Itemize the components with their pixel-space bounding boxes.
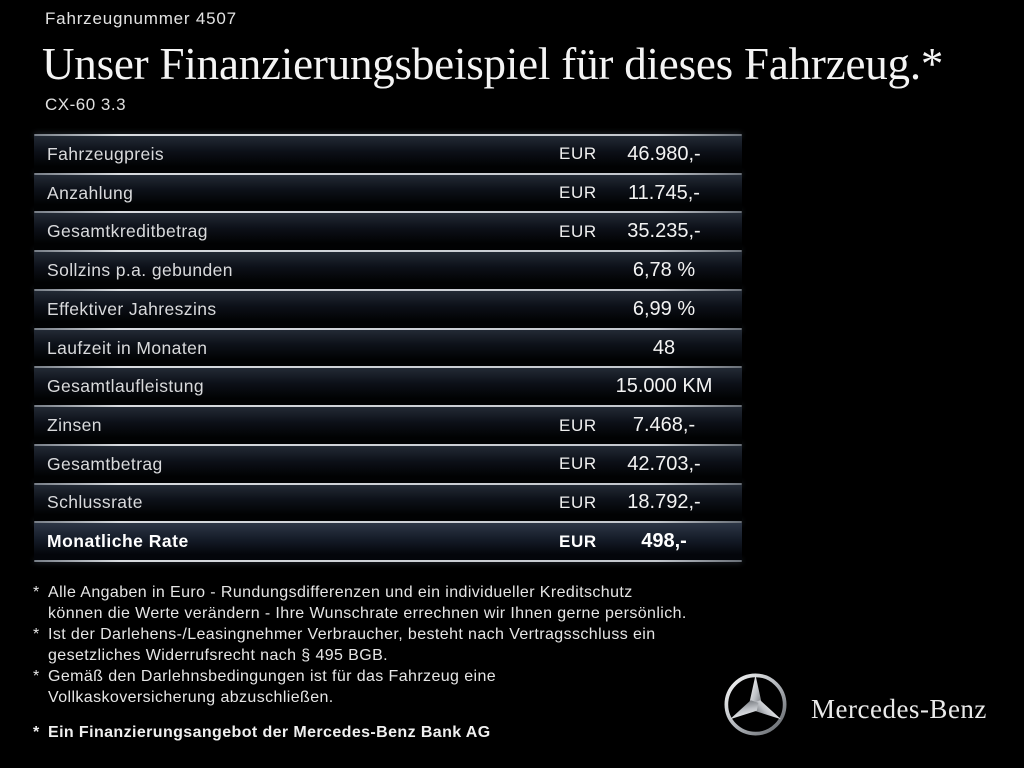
row-value: 6,99 %: [632, 297, 696, 320]
row-label: Schlussrate: [47, 492, 143, 513]
footnote-text-line: Vollkaskoversicherung abzuschließen.: [48, 689, 334, 706]
row-value: 48: [652, 336, 676, 359]
table-separator: [34, 482, 742, 485]
footnote-text-line: Ist der Darlehens-/Leasingnehmer Verbrau…: [48, 626, 656, 643]
table-row: Effektiver Jahreszins 6,99 %: [34, 290, 742, 328]
footnote-marker: *: [33, 668, 40, 685]
mercedes-star-icon: [724, 673, 787, 736]
table-separator: [34, 134, 742, 136]
table-row: Laufzeit in Monaten 48: [34, 329, 742, 367]
footnote-text-line: gesetzliches Widerrufsrecht nach § 495 B…: [48, 647, 389, 664]
row-currency: EUR: [559, 454, 597, 474]
table-row: Gesamtlaufleistung 15.000 KM: [34, 368, 742, 406]
table-separator: [34, 211, 742, 214]
footnote-item: * Gemäß den Darlehnsbedingungen ist für …: [33, 666, 757, 708]
row-label: Gesamtkreditbetrag: [47, 221, 208, 242]
footnote-text: Alle Angaben in Euro - Rundungsdifferenz…: [48, 582, 687, 624]
mercedes-benz-wordmark: Mercedes-Benz: [811, 694, 987, 724]
row-label: Effektiver Jahreszins: [47, 298, 217, 319]
row-value: 18.792,-: [627, 491, 701, 514]
footnote-text-line: Gemäß den Darlehnsbedingungen ist für da…: [48, 668, 497, 685]
table-row: Gesamtbetrag EUR 42.703,-: [34, 445, 742, 483]
row-value: 42.703,-: [627, 452, 701, 475]
table-row-monthly-rate: Monatliche Rate EUR 498,-: [34, 523, 742, 561]
footnote-marker: *: [33, 724, 40, 741]
table-separator: [34, 443, 742, 446]
vehicle-number-label: Fahrzeugnummer 4507: [45, 9, 237, 28]
table-separator: [34, 521, 742, 524]
footnote-item: * Alle Angaben in Euro - Rundungsdiffere…: [33, 582, 757, 624]
page-title: Unser Finanzierungsbeispiel für dieses F…: [42, 39, 944, 89]
row-value: 35.235,-: [627, 220, 701, 243]
table-separator: [34, 172, 742, 175]
row-label: Monatliche Rate: [47, 531, 189, 552]
row-label: Gesamtlaufleistung: [47, 376, 205, 397]
row-value: 15.000 KM: [615, 375, 713, 398]
row-label: Laufzeit in Monaten: [47, 337, 208, 358]
footnote-text: Ist der Darlehens-/Leasingnehmer Verbrau…: [48, 624, 656, 666]
row-label: Gesamtbetrag: [47, 453, 163, 474]
row-label: Anzahlung: [47, 182, 134, 203]
row-currency: EUR: [559, 221, 597, 241]
footnote-text-line: können die Werte verändern - Ihre Wunsch…: [48, 605, 687, 622]
row-value: 7.468,-: [632, 414, 696, 436]
table-separator: [34, 288, 742, 291]
table-separator: [34, 250, 742, 253]
table-row: Sollzins p.a. gebunden 6,78 %: [34, 252, 742, 289]
table-separator: [34, 366, 742, 369]
table-separator: [34, 560, 742, 563]
row-currency: EUR: [559, 531, 597, 551]
row-label: Zinsen: [47, 415, 102, 435]
footnotes-section: * Alle Angaben in Euro - Rundungsdiffere…: [33, 582, 757, 743]
row-label: Fahrzeugpreis: [47, 143, 165, 164]
footnote-marker: *: [33, 584, 40, 601]
table-row: Gesamtkreditbetrag EUR 35.235,-: [34, 213, 742, 251]
bank-note-text: Ein Finanzierungsangebot der Mercedes-Be…: [48, 724, 491, 741]
finance-table: Fahrzeugpreis EUR 46.980,- Anzahlung EUR…: [34, 134, 742, 563]
footnote-text-line: Alle Angaben in Euro - Rundungsdifferenz…: [48, 584, 633, 601]
table-row: Anzahlung EUR 11.745,-: [34, 174, 742, 212]
footnote-text: Gemäß den Darlehnsbedingungen ist für da…: [48, 666, 496, 708]
footnote-item: * Ist der Darlehens-/Leasingnehmer Verbr…: [33, 624, 757, 666]
table-row: Schlussrate EUR 18.792,-: [34, 484, 742, 522]
table-separator: [34, 405, 742, 408]
row-currency: EUR: [559, 144, 597, 164]
table-separator: [34, 327, 742, 330]
bank-financing-note: * Ein Finanzierungsangebot der Mercedes-…: [33, 722, 757, 743]
vehicle-model-label: CX-60 3.3: [45, 95, 127, 114]
row-currency: EUR: [559, 183, 597, 203]
row-value: 46.980,-: [627, 142, 701, 165]
row-currency: EUR: [559, 415, 597, 435]
footnote-marker: *: [33, 626, 40, 643]
row-value: 498,-: [641, 530, 687, 553]
row-value: 11.745,-: [628, 181, 700, 204]
row-value: 6,78 %: [632, 259, 696, 282]
row-currency: EUR: [559, 492, 597, 512]
table-row: Zinsen EUR 7.468,-: [34, 407, 742, 444]
table-row: Fahrzeugpreis EUR 46.980,-: [34, 136, 742, 173]
row-label: Sollzins p.a. gebunden: [47, 260, 233, 281]
